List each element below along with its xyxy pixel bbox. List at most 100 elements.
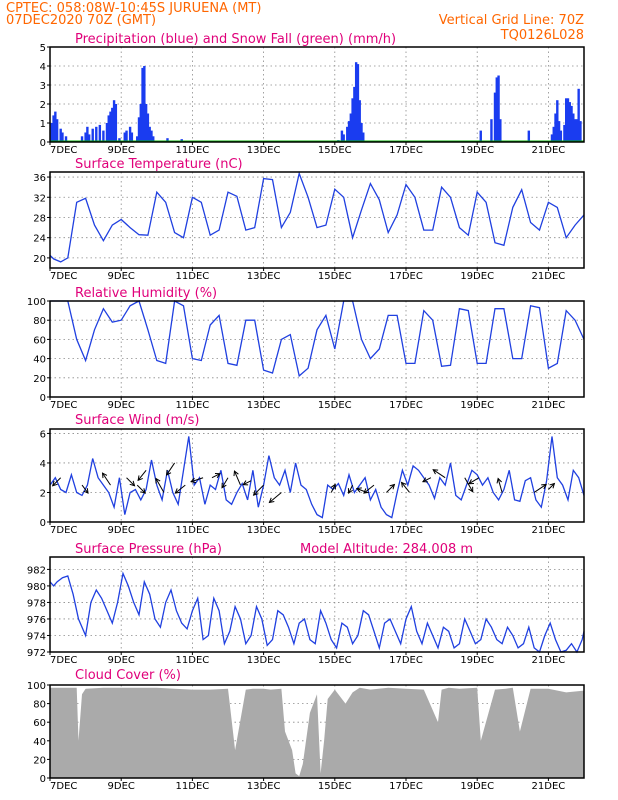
x-tick-label: 13DEC <box>247 271 281 282</box>
precip-bar <box>556 100 559 142</box>
precip-bar <box>111 107 114 142</box>
y-tick-label: 100 <box>27 681 46 692</box>
precip-bar <box>114 104 118 142</box>
precip-bar <box>495 77 498 142</box>
x-tick-label: 19DEC <box>460 525 494 536</box>
y-tick-label: 32 <box>33 193 46 204</box>
precip-bar <box>572 113 575 142</box>
precip-bar <box>50 123 53 142</box>
x-tick-label: 9DEC <box>108 271 135 282</box>
y-tick-label: 0 <box>40 774 46 785</box>
x-tick-label: 15DEC <box>318 400 352 411</box>
precip-bar <box>579 121 582 142</box>
precip-bar <box>575 119 579 142</box>
panel-frame <box>49 171 585 269</box>
wind-vector-head <box>421 477 428 483</box>
panel-title-wind: Surface Wind (m/s) <box>75 413 199 428</box>
precip-bar <box>563 124 566 142</box>
y-tick-label: 80 <box>33 700 46 711</box>
x-tick-label: 19DEC <box>460 145 494 156</box>
x-tick-label: 21DEC <box>532 525 566 536</box>
wind-vector-head <box>541 483 548 490</box>
wind-vector-head <box>174 488 181 494</box>
precip-bar <box>52 115 55 142</box>
wind-vector <box>422 477 432 483</box>
precip-bar <box>123 132 126 142</box>
x-tick-label: 13DEC <box>247 781 281 792</box>
y-tick-label: 36 <box>33 173 46 184</box>
precip-bar <box>107 115 110 142</box>
wind-vector-head <box>330 483 336 490</box>
cloud-cover-area <box>50 687 584 778</box>
wind-vector <box>348 484 354 494</box>
y-tick-label: 0 <box>40 393 46 404</box>
x-tick-label: 17DEC <box>389 655 423 666</box>
x-tick-label: 21DEC <box>532 145 566 156</box>
header-model: TQ0126L028 <box>500 28 584 43</box>
wind-vector-head <box>129 480 136 487</box>
panel-pressure: 972 974 976 978 980 982 7DEC 9DEC 11DEC 13DEC 15DE… <box>27 542 585 666</box>
wind-vector <box>102 472 111 486</box>
wind-vector-head <box>214 473 221 479</box>
y-tick-label: 978 <box>27 598 46 609</box>
y-tick-label: 980 <box>27 582 46 593</box>
precip-bar <box>130 132 134 142</box>
x-tick-label: 11DEC <box>176 781 210 792</box>
precip-bar <box>136 136 139 142</box>
y-tick-label: 974 <box>27 631 46 642</box>
precip-bar <box>356 64 360 142</box>
x-tick-label: 7DEC <box>50 400 77 411</box>
x-tick-label: 19DEC <box>460 400 494 411</box>
y-tick-label: 20 <box>33 254 46 265</box>
panel-title-rh: Relative Humidity (%) <box>75 286 217 301</box>
precip-bar <box>493 92 497 142</box>
y-tick-label: 976 <box>27 615 46 626</box>
wind-vector <box>137 470 147 481</box>
wind-vector-head <box>363 488 369 494</box>
x-tick-label: 17DEC <box>389 781 423 792</box>
precip-bar <box>559 130 563 142</box>
wind-vector <box>174 484 186 494</box>
x-tick-label: 9DEC <box>108 145 135 156</box>
precip-bar <box>554 113 557 142</box>
wind-vector-head <box>347 488 353 495</box>
y-tick-label: 24 <box>33 234 46 245</box>
precip-bar <box>139 104 142 142</box>
wind-vector-head <box>496 477 502 484</box>
wind-vector <box>330 484 336 493</box>
y-tick-label: 100 <box>27 297 46 308</box>
panel-temp: 20 24 28 32 36 7DEC 9DEC 11DEC 13DEC 15DEC 17DEC 19… <box>33 157 585 282</box>
precip-bar <box>64 136 68 142</box>
precip-bar <box>146 113 150 142</box>
header-station: CPTEC: 058:08W-10:45S JURUENA (MT) <box>6 1 261 16</box>
x-tick-label: 17DEC <box>389 400 423 411</box>
y-tick-label: 60 <box>33 335 46 346</box>
panel-wind: 0 2 4 6 7DEC 9DEC 11DEC 13DEC 15DEC 17DEC 19DEC 21D… <box>40 413 585 536</box>
panel-frame <box>49 428 585 523</box>
wind-vector <box>136 484 146 494</box>
wind-vector-head <box>51 480 58 487</box>
x-tick-label: 21DEC <box>532 400 566 411</box>
precip-bar <box>568 102 571 142</box>
x-tick-label: 15DEC <box>318 781 352 792</box>
precip-bar <box>80 136 84 142</box>
wind-vector-head <box>432 469 439 475</box>
y-tick-label: 4 <box>40 459 46 470</box>
rh-series-line <box>50 299 585 378</box>
wind-vector <box>242 480 252 486</box>
precip-bar <box>128 126 132 142</box>
precip-bar <box>148 126 151 142</box>
wind-vector <box>401 482 410 493</box>
wind-vector-head <box>83 488 89 494</box>
wind-vector <box>253 484 264 496</box>
precip-bar <box>98 124 102 142</box>
y-tick-label: 982 <box>27 565 46 576</box>
precip-bar <box>112 100 116 142</box>
panel-title-pressure: Surface Pressure (hPa) <box>75 542 222 557</box>
wind-vector-head <box>140 488 146 494</box>
x-tick-label: 15DEC <box>318 271 352 282</box>
wind-vector-head <box>268 497 275 504</box>
y-tick-label: 1 <box>40 119 46 130</box>
panel-frame <box>49 300 585 398</box>
